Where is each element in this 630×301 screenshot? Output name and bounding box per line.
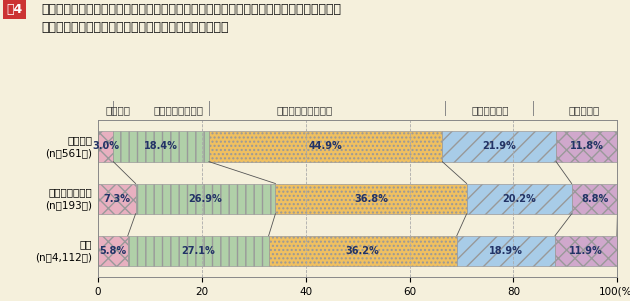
Text: 36.8%: 36.8% [354,194,388,204]
Bar [98,236,128,266]
Text: そう思う: そう思う [105,105,130,115]
Text: 図4: 図4 [6,3,23,16]
Bar [98,131,113,162]
Text: 8.8%: 8.8% [581,194,608,204]
Bar [571,184,617,214]
Bar [555,236,617,266]
Bar [457,236,555,266]
Text: 3.0%: 3.0% [92,141,119,151]
Bar [209,131,442,162]
Text: あまりそう思わない: あまりそう思わない [277,105,333,115]
Text: 18.4%: 18.4% [144,141,178,151]
Bar [128,236,268,266]
Text: 5.8%: 5.8% [99,246,126,256]
Text: ある程度そう思う: ある程度そう思う [153,105,203,115]
Text: 20.2%: 20.2% [502,194,536,204]
Bar [135,184,275,214]
Text: 現時点において、倫理法・倫理規程によって、職務に必要な行政と民間企業等との間の情
報収集、意見交換等に支障が生じていると思いますか。: 現時点において、倫理法・倫理規程によって、職務に必要な行政と民間企業等との間の情… [41,3,341,34]
Text: 27.1%: 27.1% [181,246,215,256]
Text: 21.9%: 21.9% [483,141,516,151]
Bar [275,184,467,214]
Text: 7.3%: 7.3% [103,194,130,204]
Text: 分からない: 分からない [568,105,599,115]
Text: そう思わない: そう思わない [471,105,509,115]
Bar [556,131,617,162]
Bar [442,131,556,162]
Text: 18.9%: 18.9% [489,246,523,256]
Bar [113,131,209,162]
Text: 44.9%: 44.9% [309,141,343,151]
Text: 26.9%: 26.9% [188,194,222,204]
Text: 11.8%: 11.8% [570,141,604,151]
Text: 11.9%: 11.9% [569,246,603,256]
Bar [467,184,571,214]
Bar [268,236,457,266]
Text: 36.2%: 36.2% [346,246,380,256]
Bar [98,184,135,214]
